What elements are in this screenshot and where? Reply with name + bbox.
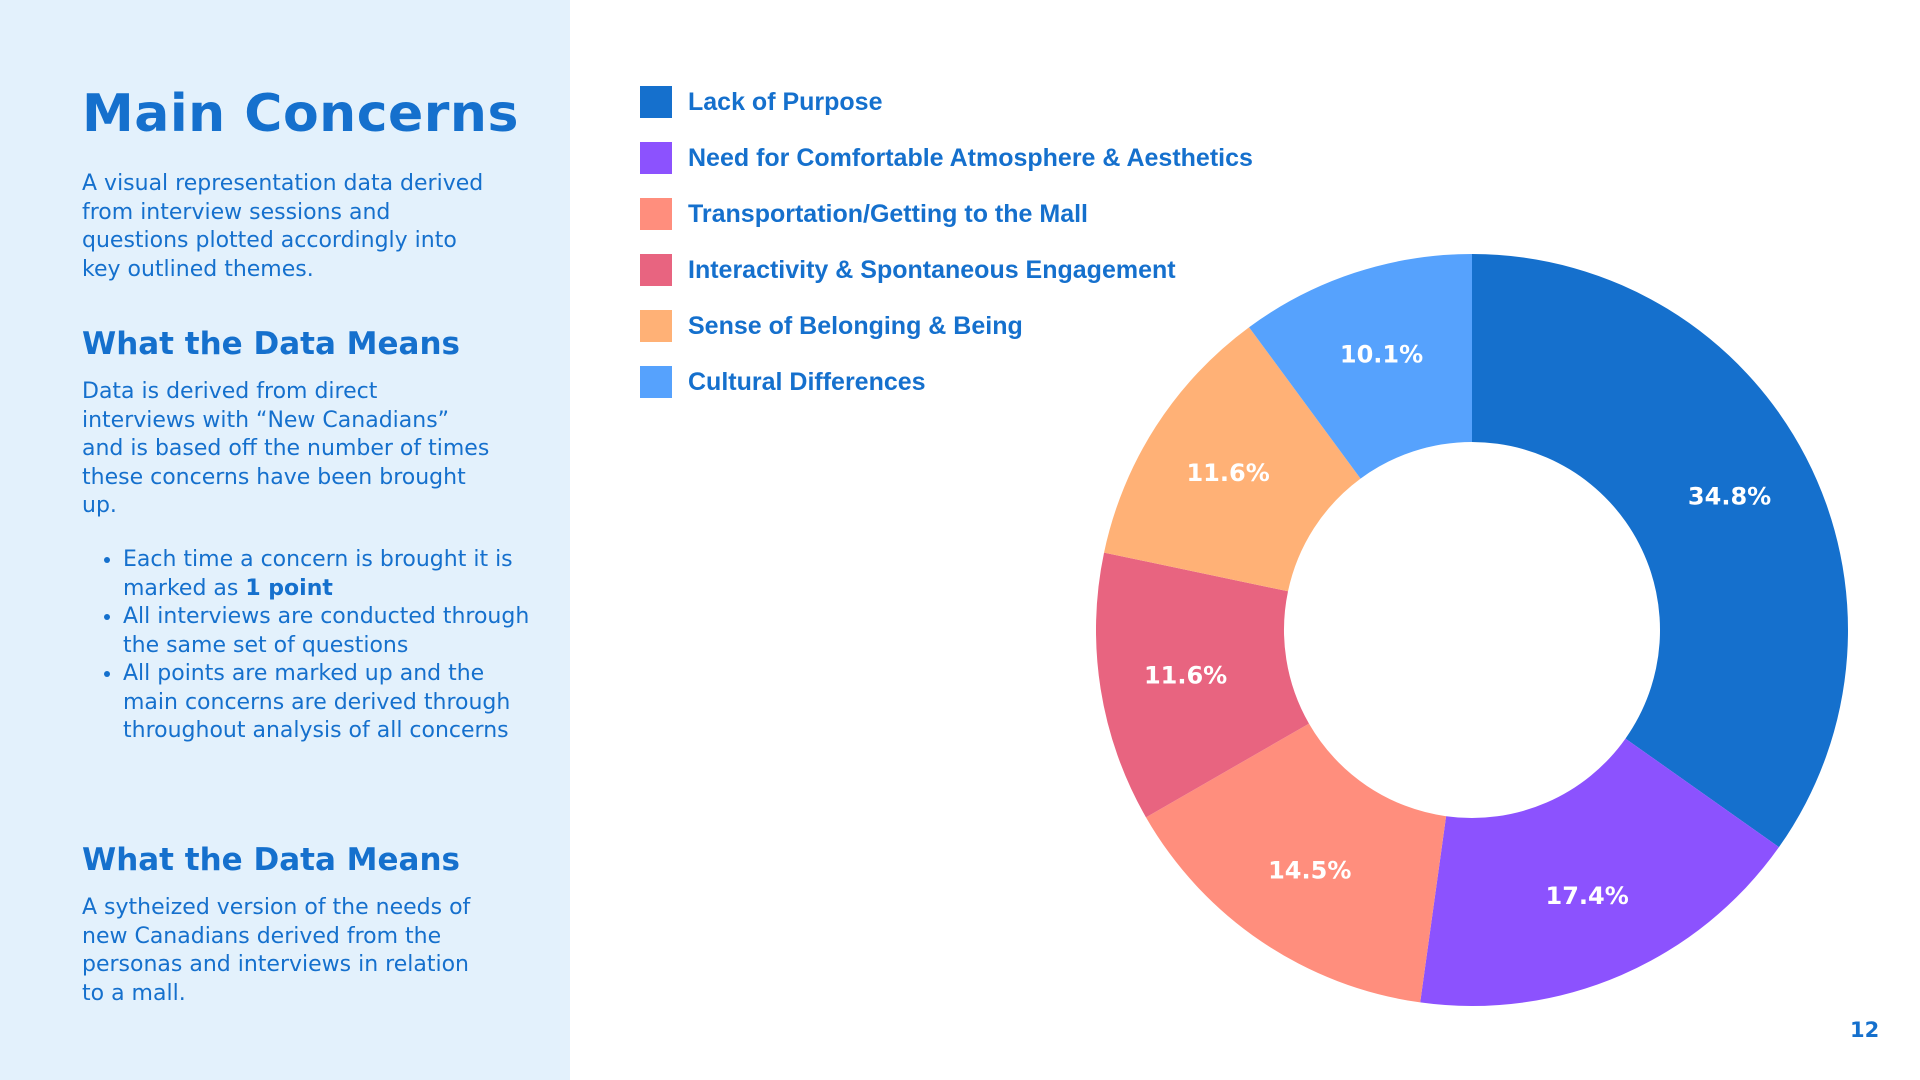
bullet-analysis: All points are marked up and the main co… xyxy=(123,660,543,746)
donut-slice xyxy=(1472,254,1849,848)
legend-label: Transportation/Getting to the Mall xyxy=(688,200,1088,228)
section-heading-synthesis: What the Data Means xyxy=(82,842,460,878)
left-panel: Main Concerns A visual representation da… xyxy=(0,0,570,1080)
section-body-synthesis: A sytheized version of the needs of new … xyxy=(82,895,471,1006)
page-number: 12 xyxy=(1850,1018,1880,1042)
donut-slice xyxy=(1249,254,1472,479)
legend-label: Interactivity & Spontaneous Engagement xyxy=(688,256,1176,284)
section-heading-data-meaning: What the Data Means xyxy=(82,326,460,362)
bullet-text: Each time a concern is brought it is mar… xyxy=(123,547,513,601)
slice-value-label: 11.6% xyxy=(1186,459,1269,487)
bullet-same-questions: All interviews are conducted through the… xyxy=(123,603,543,660)
legend-item: Need for Comfortable Atmosphere & Aesthe… xyxy=(640,142,1253,198)
legend-label: Sense of Belonging & Being xyxy=(688,312,1023,340)
section-body-data-source: Data is derived from direct interviews w… xyxy=(82,379,490,518)
donut-slice xyxy=(1104,327,1361,592)
slice-value-label: 17.4% xyxy=(1546,882,1629,910)
legend-item: Cultural Differences xyxy=(640,366,1253,422)
legend-swatch xyxy=(640,142,672,174)
legend-swatch xyxy=(640,86,672,118)
legend-label: Need for Comfortable Atmosphere & Aesthe… xyxy=(688,144,1253,172)
donut-slice xyxy=(1096,552,1309,818)
donut-slice xyxy=(1145,723,1447,1003)
chart-legend: Lack of Purpose Need for Comfortable Atmo… xyxy=(640,86,1253,422)
bullet-bold-text: 1 point xyxy=(245,575,333,601)
slice-value-label: 14.5% xyxy=(1268,856,1351,884)
slice-value-label: 10.1% xyxy=(1340,340,1423,368)
legend-swatch xyxy=(640,366,672,398)
legend-item: Interactivity & Spontaneous Engagement xyxy=(640,254,1253,310)
legend-item: Sense of Belonging & Being xyxy=(640,310,1253,366)
slice-value-label: 34.8% xyxy=(1688,483,1771,511)
method-bullet-list: Each time a concern is brought it is mar… xyxy=(82,546,543,746)
legend-swatch xyxy=(640,198,672,230)
page-title: Main Concerns xyxy=(82,84,519,144)
intro-text: A visual representation data derived fro… xyxy=(82,171,484,282)
bullet-point-scoring: Each time a concern is brought it is mar… xyxy=(123,546,543,603)
legend-label: Lack of Purpose xyxy=(688,88,883,116)
legend-label: Cultural Differences xyxy=(688,368,926,396)
slice-value-label: 11.6% xyxy=(1144,661,1227,689)
legend-swatch xyxy=(640,254,672,286)
legend-item: Transportation/Getting to the Mall xyxy=(640,198,1253,254)
legend-swatch xyxy=(640,310,672,342)
legend-item: Lack of Purpose xyxy=(640,86,1253,142)
donut-slice xyxy=(1420,738,1779,1006)
